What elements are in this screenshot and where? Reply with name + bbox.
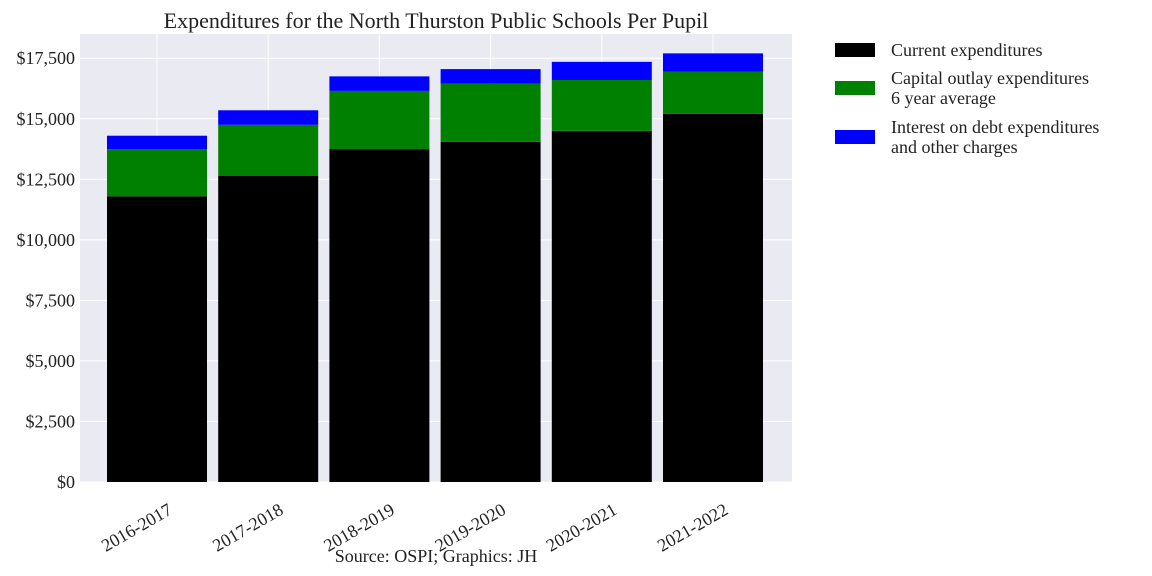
bar-segment	[107, 149, 207, 197]
x-tick-label: 2016-2017	[98, 499, 176, 555]
y-tick-label: $2,500	[26, 411, 76, 431]
legend-label: Current expenditures	[891, 40, 1042, 60]
legend-swatch	[835, 43, 875, 57]
bar-segment	[329, 149, 430, 482]
bar-segment	[329, 90, 430, 150]
x-tick-label: 2020-2021	[543, 499, 621, 555]
y-tick-label: $7,500	[26, 290, 76, 310]
y-tick-label: $17,500	[17, 48, 76, 68]
legend-label: Capital outlay expenditures 6 year averag…	[891, 68, 1089, 108]
bar-segment	[663, 113, 763, 482]
bar-segment	[551, 130, 652, 482]
bars-group	[107, 53, 763, 483]
bar-segment	[107, 196, 207, 482]
bar-segment	[440, 83, 541, 142]
bar-segment	[218, 124, 319, 176]
y-tick-label: $15,000	[17, 109, 76, 129]
bar-segment	[218, 175, 319, 483]
bar-segment	[663, 53, 763, 72]
legend: Current expenditures Capital outlay expen…	[835, 40, 1099, 157]
bar-segment	[663, 71, 763, 114]
x-tick-label: 2021-2022	[654, 499, 732, 555]
bar-segment	[329, 76, 430, 91]
bar-segment	[107, 135, 207, 150]
bar-segment	[551, 61, 652, 81]
bar-segment	[218, 110, 319, 125]
source-caption: Source: OSPI; Graphics: JH	[335, 546, 537, 566]
legend-label: Interest on debt expenditures and other c…	[891, 117, 1099, 157]
y-tick-label: $0	[57, 472, 75, 492]
bar-segment	[440, 69, 541, 84]
y-axis-ticks: $0 $2,500 $5,000 $7,500 $10,000 $12,500 $15,00…	[17, 48, 76, 492]
bar-segment	[440, 141, 541, 483]
chart-title: Expenditures for the North Thurston Publ…	[164, 8, 709, 33]
x-tick-label: 2017-2018	[209, 499, 287, 555]
legend-swatch	[835, 81, 875, 95]
bar-segment	[551, 80, 652, 131]
y-tick-label: $12,500	[17, 169, 76, 189]
y-tick-label: $5,000	[26, 351, 76, 371]
legend-swatch	[835, 130, 875, 144]
y-tick-label: $10,000	[17, 230, 76, 250]
